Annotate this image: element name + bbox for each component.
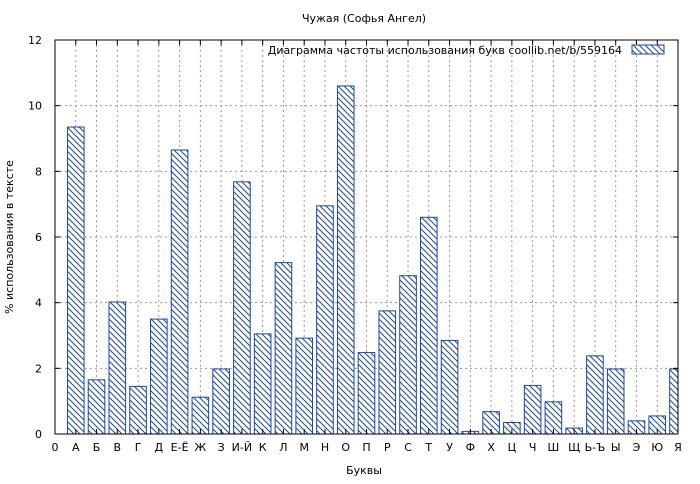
y-tick-label: 8: [35, 165, 42, 178]
x-tick-label: Э: [633, 441, 641, 454]
x-tick-label: Ц: [508, 441, 517, 454]
bar-Р: [378, 310, 397, 435]
x-tick-label: Я: [674, 441, 682, 454]
x-tick-label: К: [259, 441, 267, 454]
x-tick-label: Г: [135, 441, 142, 454]
bar-Ж: [191, 396, 210, 435]
x-tick-label: Ф: [466, 441, 475, 454]
bar-Ь-Ъ: [586, 355, 604, 435]
x-tick-label: Т: [424, 441, 432, 454]
x-axis-label: Буквы: [346, 464, 382, 477]
bar-С: [399, 275, 417, 435]
bar-З: [212, 368, 230, 435]
x-tick-label: Ч: [529, 441, 537, 454]
bar-Д: [150, 318, 168, 435]
bar-Н: [316, 205, 334, 435]
x-tick-label: З: [218, 441, 225, 454]
x-tick-label: Ь-Ъ: [585, 441, 606, 454]
bar-К: [253, 333, 272, 435]
bar-А: [66, 126, 85, 435]
x-tick-label: Х: [487, 441, 495, 454]
y-tick-label: 6: [35, 231, 42, 244]
bar-В: [108, 301, 127, 435]
bar-Ы: [606, 368, 625, 435]
bar-И-Й: [233, 181, 251, 435]
bar-Ч: [523, 384, 542, 435]
bar-Я: [669, 368, 679, 435]
bar-У: [440, 339, 459, 435]
x-tick-label: Ю: [651, 441, 663, 454]
x-tick-label: И-Й: [232, 441, 252, 454]
bars: [66, 85, 679, 435]
bar-Г: [129, 385, 147, 435]
legend-label: Диаграмма частоты использования букв coo…: [268, 44, 622, 57]
bar-Е-Ё: [170, 149, 189, 435]
bar-Б: [87, 379, 106, 435]
x-tick-label: Д: [155, 441, 164, 454]
x-tick-label: М: [299, 441, 309, 454]
x-tick-label: Ж: [194, 441, 206, 454]
axis-ticks: [54, 39, 679, 435]
x-tick-label: Н: [321, 441, 329, 454]
x-tick-label: П: [362, 441, 370, 454]
chart-title: Чужая (Софья Ангел): [302, 12, 426, 25]
x-tick-label: А: [72, 441, 80, 454]
x-tick-label: Ы: [611, 441, 621, 454]
y-tick-label: 12: [28, 34, 42, 47]
x-tick-label: Б: [93, 441, 101, 454]
x-tick-label: Р: [384, 441, 391, 454]
y-tick-label: 4: [35, 297, 42, 310]
y-tick-label: 10: [28, 100, 42, 113]
bar-О: [336, 85, 355, 435]
legend: Диаграмма частоты использования букв coo…: [268, 44, 665, 57]
bar-Л: [274, 262, 293, 435]
bar-Т: [419, 216, 438, 435]
y-axis-label: % использования в тексте: [3, 160, 16, 314]
x-tick-label: 0: [52, 441, 59, 454]
x-tick-label: С: [404, 441, 412, 454]
bar-М: [295, 337, 314, 435]
legend-swatch: [631, 44, 665, 55]
x-tick-label: Е-Ё: [171, 441, 189, 454]
x-tick-label: Ш: [548, 441, 560, 454]
y-tick-label: 0: [35, 428, 42, 441]
x-tick-label: О: [341, 441, 350, 454]
x-tick-label: Щ: [568, 441, 580, 454]
bar-П: [357, 352, 376, 435]
x-tick-label: В: [114, 441, 122, 454]
x-tick-label: У: [446, 441, 453, 454]
y-tick-label: 2: [35, 362, 42, 375]
x-tick-label: Л: [279, 441, 287, 454]
